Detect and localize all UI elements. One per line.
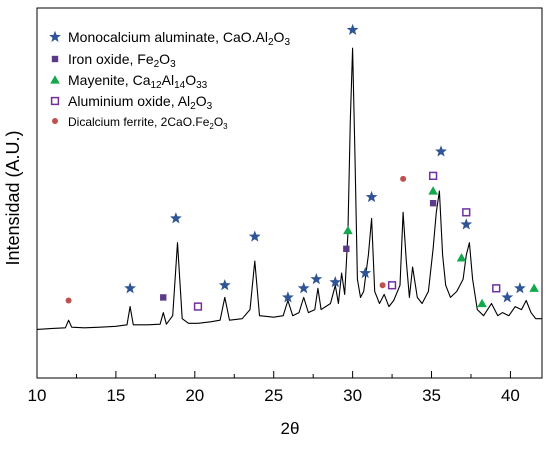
legend-marker-ca: [49, 30, 61, 43]
legend-item-ca: Monocalcium aluminate, CaO.Al2O3: [49, 29, 290, 48]
legend-marker-fe: [51, 55, 59, 63]
x-tick-label: 15: [106, 386, 125, 405]
iron-oxide-marker: [160, 294, 167, 301]
x-tick-label: 10: [28, 386, 47, 405]
monocalcium-aluminate-marker: [514, 282, 526, 294]
dicalcium-ferrite-marker: [400, 175, 407, 182]
series-layer: [36, 47, 542, 330]
x-tick-label: 35: [422, 386, 441, 405]
monocalcium-aluminate-marker: [359, 266, 372, 279]
x-tick-label: 30: [343, 386, 362, 405]
monocalcium-aluminate-marker: [329, 276, 342, 288]
monocalcium-aluminate-marker: [310, 273, 323, 285]
monocalcium-aluminate-marker: [297, 282, 310, 294]
monocalcium-aluminate-marker: [365, 190, 378, 203]
iron-oxide-marker: [429, 200, 437, 207]
diffractogram-line: [36, 47, 542, 330]
mayenite-marker: [529, 283, 539, 292]
monocalcium-aluminate-marker: [346, 23, 359, 35]
x-axis-tick-labels: 10 15 20 25 30 35 40: [28, 386, 520, 405]
dicalcium-ferrite-marker: [379, 282, 386, 289]
monocalcium-aluminate-marker: [460, 218, 473, 230]
legend-marker-dcf: [52, 118, 58, 124]
aluminium-oxide-marker: [428, 171, 438, 180]
legend-label-al: Aluminium oxide, Al2O3: [68, 93, 213, 112]
mayenite-marker: [456, 253, 467, 262]
legend-item-fe: Iron oxide, Fe2O3: [51, 51, 176, 70]
dicalcium-ferrite-marker: [65, 297, 72, 304]
x-axis-label: 2θ: [281, 419, 300, 438]
legend-label-dcf: Dicalcium ferrite, 2CaO.Fe2O3: [68, 115, 228, 131]
aluminium-oxide-marker: [462, 208, 471, 217]
legend-item-may: Mayenite, Ca12Al14O33: [50, 72, 208, 91]
monocalcium-aluminate-marker: [248, 230, 261, 242]
x-tick-label: 40: [501, 386, 520, 405]
monocalcium-aluminate-marker: [218, 279, 231, 291]
legend-marker-may: [50, 75, 60, 84]
x-tick-label: 20: [185, 386, 204, 405]
x-axis-ticks: [36, 371, 511, 378]
aluminium-oxide-marker: [492, 284, 501, 293]
monocalcium-aluminate-marker: [501, 291, 514, 303]
mayenite-marker: [477, 298, 487, 308]
y-axis-label: Intensidad (A.U.): [3, 130, 23, 265]
legend-marker-al: [50, 96, 60, 106]
monocalcium-aluminate-marker: [435, 145, 447, 157]
mayenite-marker: [428, 186, 438, 195]
aluminium-oxide-marker: [193, 302, 203, 311]
plot-frame: [36, 7, 543, 379]
legend-label-ca: Monocalcium aluminate, CaO.Al2O3: [68, 29, 290, 48]
monocalcium-aluminate-marker: [282, 291, 294, 303]
legend: Monocalcium aluminate, CaO.Al2O3 Iron oxi…: [49, 29, 290, 131]
iron-oxide-marker: [343, 245, 350, 252]
monocalcium-aluminate-marker: [124, 282, 137, 294]
x-tick-label: 25: [264, 386, 283, 405]
legend-label-fe: Iron oxide, Fe2O3: [68, 51, 176, 70]
mayenite-marker: [343, 225, 353, 235]
monocalcium-aluminate-marker: [169, 212, 182, 224]
phase-markers: [65, 23, 539, 311]
legend-label-may: Mayenite, Ca12Al14O33: [68, 72, 208, 91]
legend-item-dcf: Dicalcium ferrite, 2CaO.Fe2O3: [52, 115, 228, 131]
legend-item-al: Aluminium oxide, Al2O3: [50, 93, 213, 112]
aluminium-oxide-marker: [387, 281, 397, 290]
